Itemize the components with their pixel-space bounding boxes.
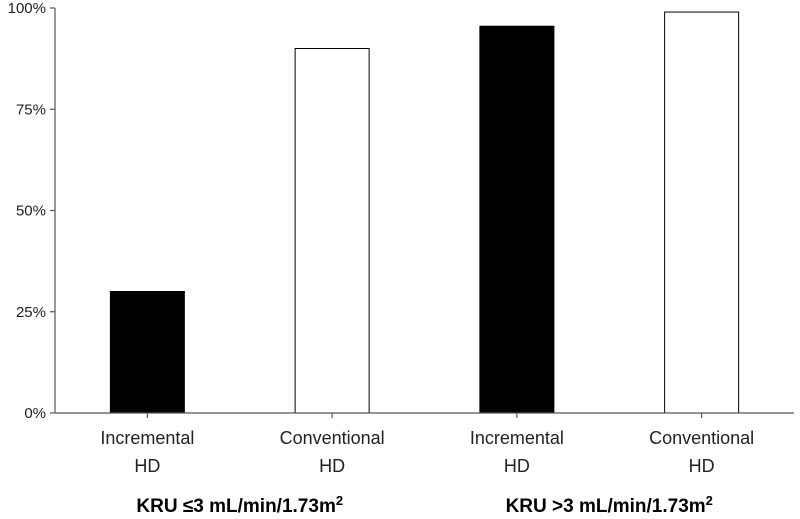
y-tick-label: 50% bbox=[16, 203, 46, 220]
x-tick-label: Conventional bbox=[280, 428, 385, 448]
bars bbox=[109, 11, 740, 414]
x-tick-label: Incremental bbox=[100, 428, 194, 448]
group-labels: KRU ≤3 mL/min/1.73m2 KRU >3 mL/min/1.73m2 bbox=[136, 493, 713, 517]
y-tick-label: 25% bbox=[16, 304, 46, 321]
bar bbox=[109, 291, 185, 414]
bar bbox=[664, 11, 740, 414]
category-labels: Incremental HD Conventional HD Incremental HD… bbox=[100, 428, 754, 476]
x-tick-label: HD bbox=[134, 456, 160, 476]
group-label: KRU >3 mL/min/1.73m2 bbox=[506, 493, 713, 517]
x-tick-label: HD bbox=[319, 456, 345, 476]
x-axis bbox=[55, 412, 794, 418]
y-axis: 0% 25% 50% 75% 100% bbox=[8, 0, 56, 422]
group-label: KRU ≤3 mL/min/1.73m2 bbox=[136, 493, 343, 517]
bar bbox=[479, 25, 555, 414]
bar bbox=[294, 48, 370, 414]
y-tick-label: 100% bbox=[8, 0, 46, 17]
x-tick-label: Conventional bbox=[649, 428, 754, 448]
x-tick-label: HD bbox=[689, 456, 715, 476]
y-tick-label: 75% bbox=[16, 101, 46, 118]
y-tick-label: 0% bbox=[24, 405, 46, 422]
x-tick-label: Incremental bbox=[470, 428, 564, 448]
x-tick-label: HD bbox=[504, 456, 530, 476]
